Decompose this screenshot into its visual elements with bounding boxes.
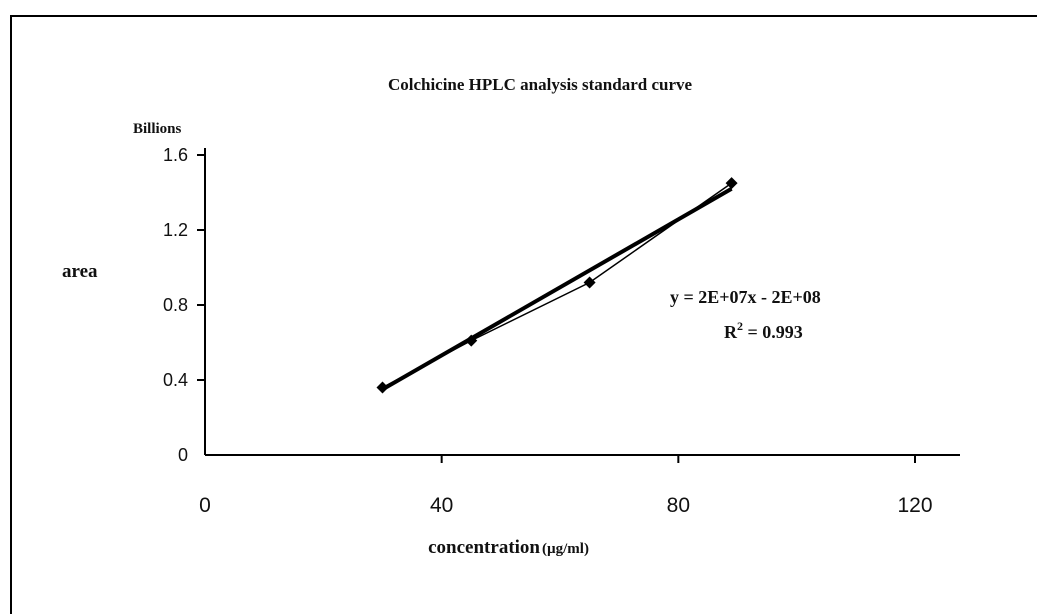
data-point: [583, 276, 596, 289]
series-line: [382, 182, 733, 389]
x-axis-label: concentration: [428, 537, 540, 558]
chart-title: Colchicine HPLC analysis standard curve: [388, 75, 693, 94]
chart-frame: [10, 15, 1037, 614]
x-tick-label: 120: [897, 494, 932, 517]
y-unit-label: Billions: [133, 121, 182, 137]
y-axis-label: area: [62, 261, 98, 282]
y-tick-label: 1.2: [163, 220, 188, 240]
data-point: [465, 334, 478, 347]
x-tick-label: 40: [430, 494, 453, 517]
x-axis-unit: (µg/ml): [542, 541, 589, 557]
y-tick-label: 1.6: [163, 145, 188, 165]
x-tick-label: 0: [199, 494, 211, 517]
equation-label: y = 2E+07x - 2E+08: [670, 287, 821, 307]
y-tick-label: 0.8: [163, 295, 188, 315]
x-tick-label: 80: [667, 494, 690, 517]
r2-value: = 0.993: [743, 322, 803, 342]
data-point: [725, 177, 738, 190]
r2-symbol: R: [724, 322, 738, 342]
y-tick-label: 0.4: [163, 370, 188, 390]
y-tick-label: 0: [178, 445, 188, 465]
data-point: [376, 381, 389, 394]
r2-superscript: 2: [737, 319, 743, 333]
r2-label: R2 = 0.993: [724, 319, 803, 342]
